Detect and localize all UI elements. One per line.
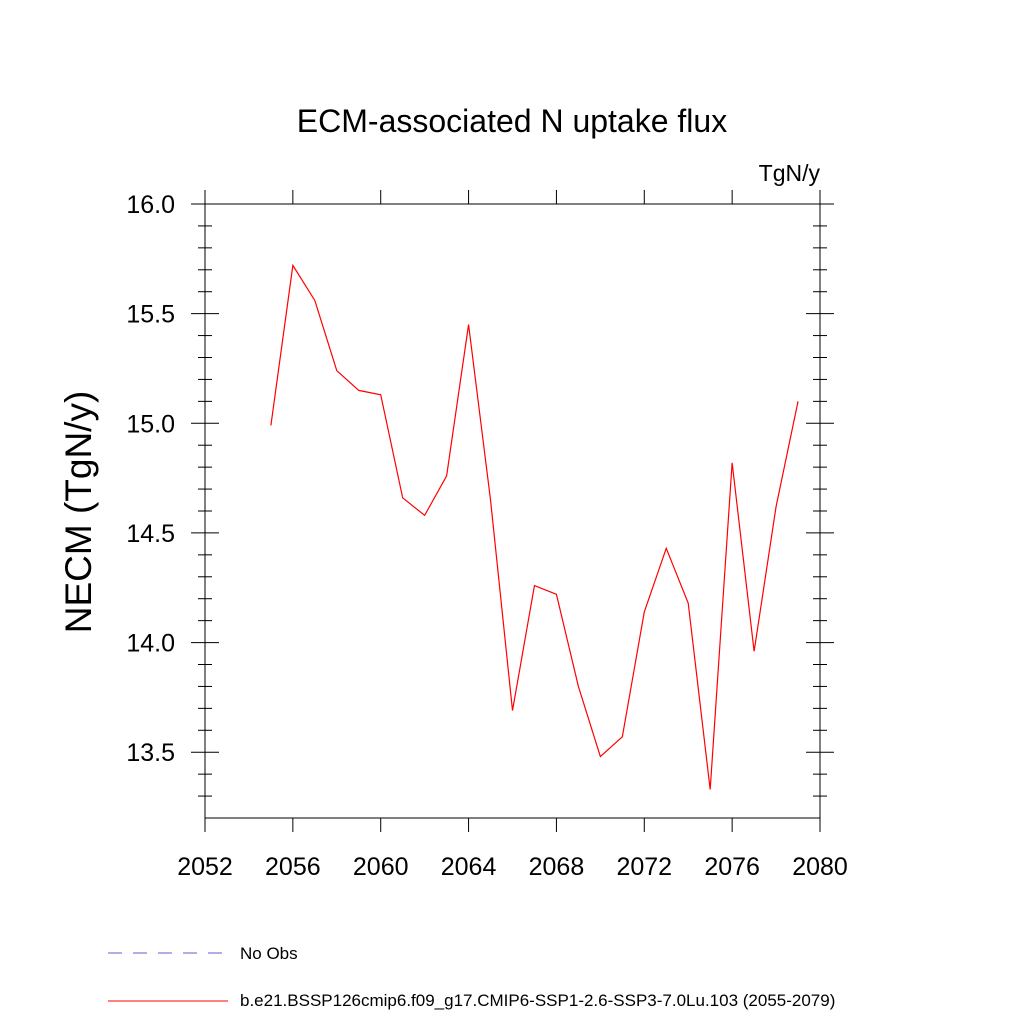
plot-frame [204, 203, 821, 819]
y-tick-label: 13.5 [126, 739, 175, 767]
x-tick-label: 2080 [792, 853, 848, 881]
series-line [270, 263, 799, 790]
axis-ticks [191, 190, 834, 832]
chart-title: ECM-associated N uptake flux [297, 103, 727, 139]
y-tick-label: 15.0 [126, 410, 175, 438]
axis-tick-labels: 2052 2056 2060 2064 2068 2072 2076 2080 13.5 14.0… [126, 191, 847, 881]
y-tick-label: 15.5 [126, 301, 175, 329]
legend-label-run: b.e21.BSSP126cmip6.f09_g17.CMIP6-SSP1-2.… [240, 991, 835, 1010]
x-tick-label: 2076 [704, 853, 760, 881]
x-tick-label: 2056 [265, 853, 321, 881]
x-tick-label: 2064 [441, 853, 497, 881]
y-tick-label: 14.0 [126, 630, 175, 658]
y-tick-label: 16.0 [126, 191, 175, 219]
y-tick-label: 14.5 [126, 520, 175, 548]
series-group [270, 263, 799, 790]
x-tick-label: 2072 [616, 853, 672, 881]
x-tick-label: 2052 [177, 853, 233, 881]
units-label: TgN/y [759, 160, 821, 186]
x-tick-label: 2060 [353, 853, 409, 881]
x-tick-label: 2068 [529, 853, 585, 881]
legend: No Obs b.e21.BSSP126cmip6.f09_g17.CMIP6-… [108, 944, 835, 1010]
legend-label-no-obs: No Obs [240, 944, 298, 963]
y-axis-label: NECM (TgN/y) [58, 391, 99, 634]
